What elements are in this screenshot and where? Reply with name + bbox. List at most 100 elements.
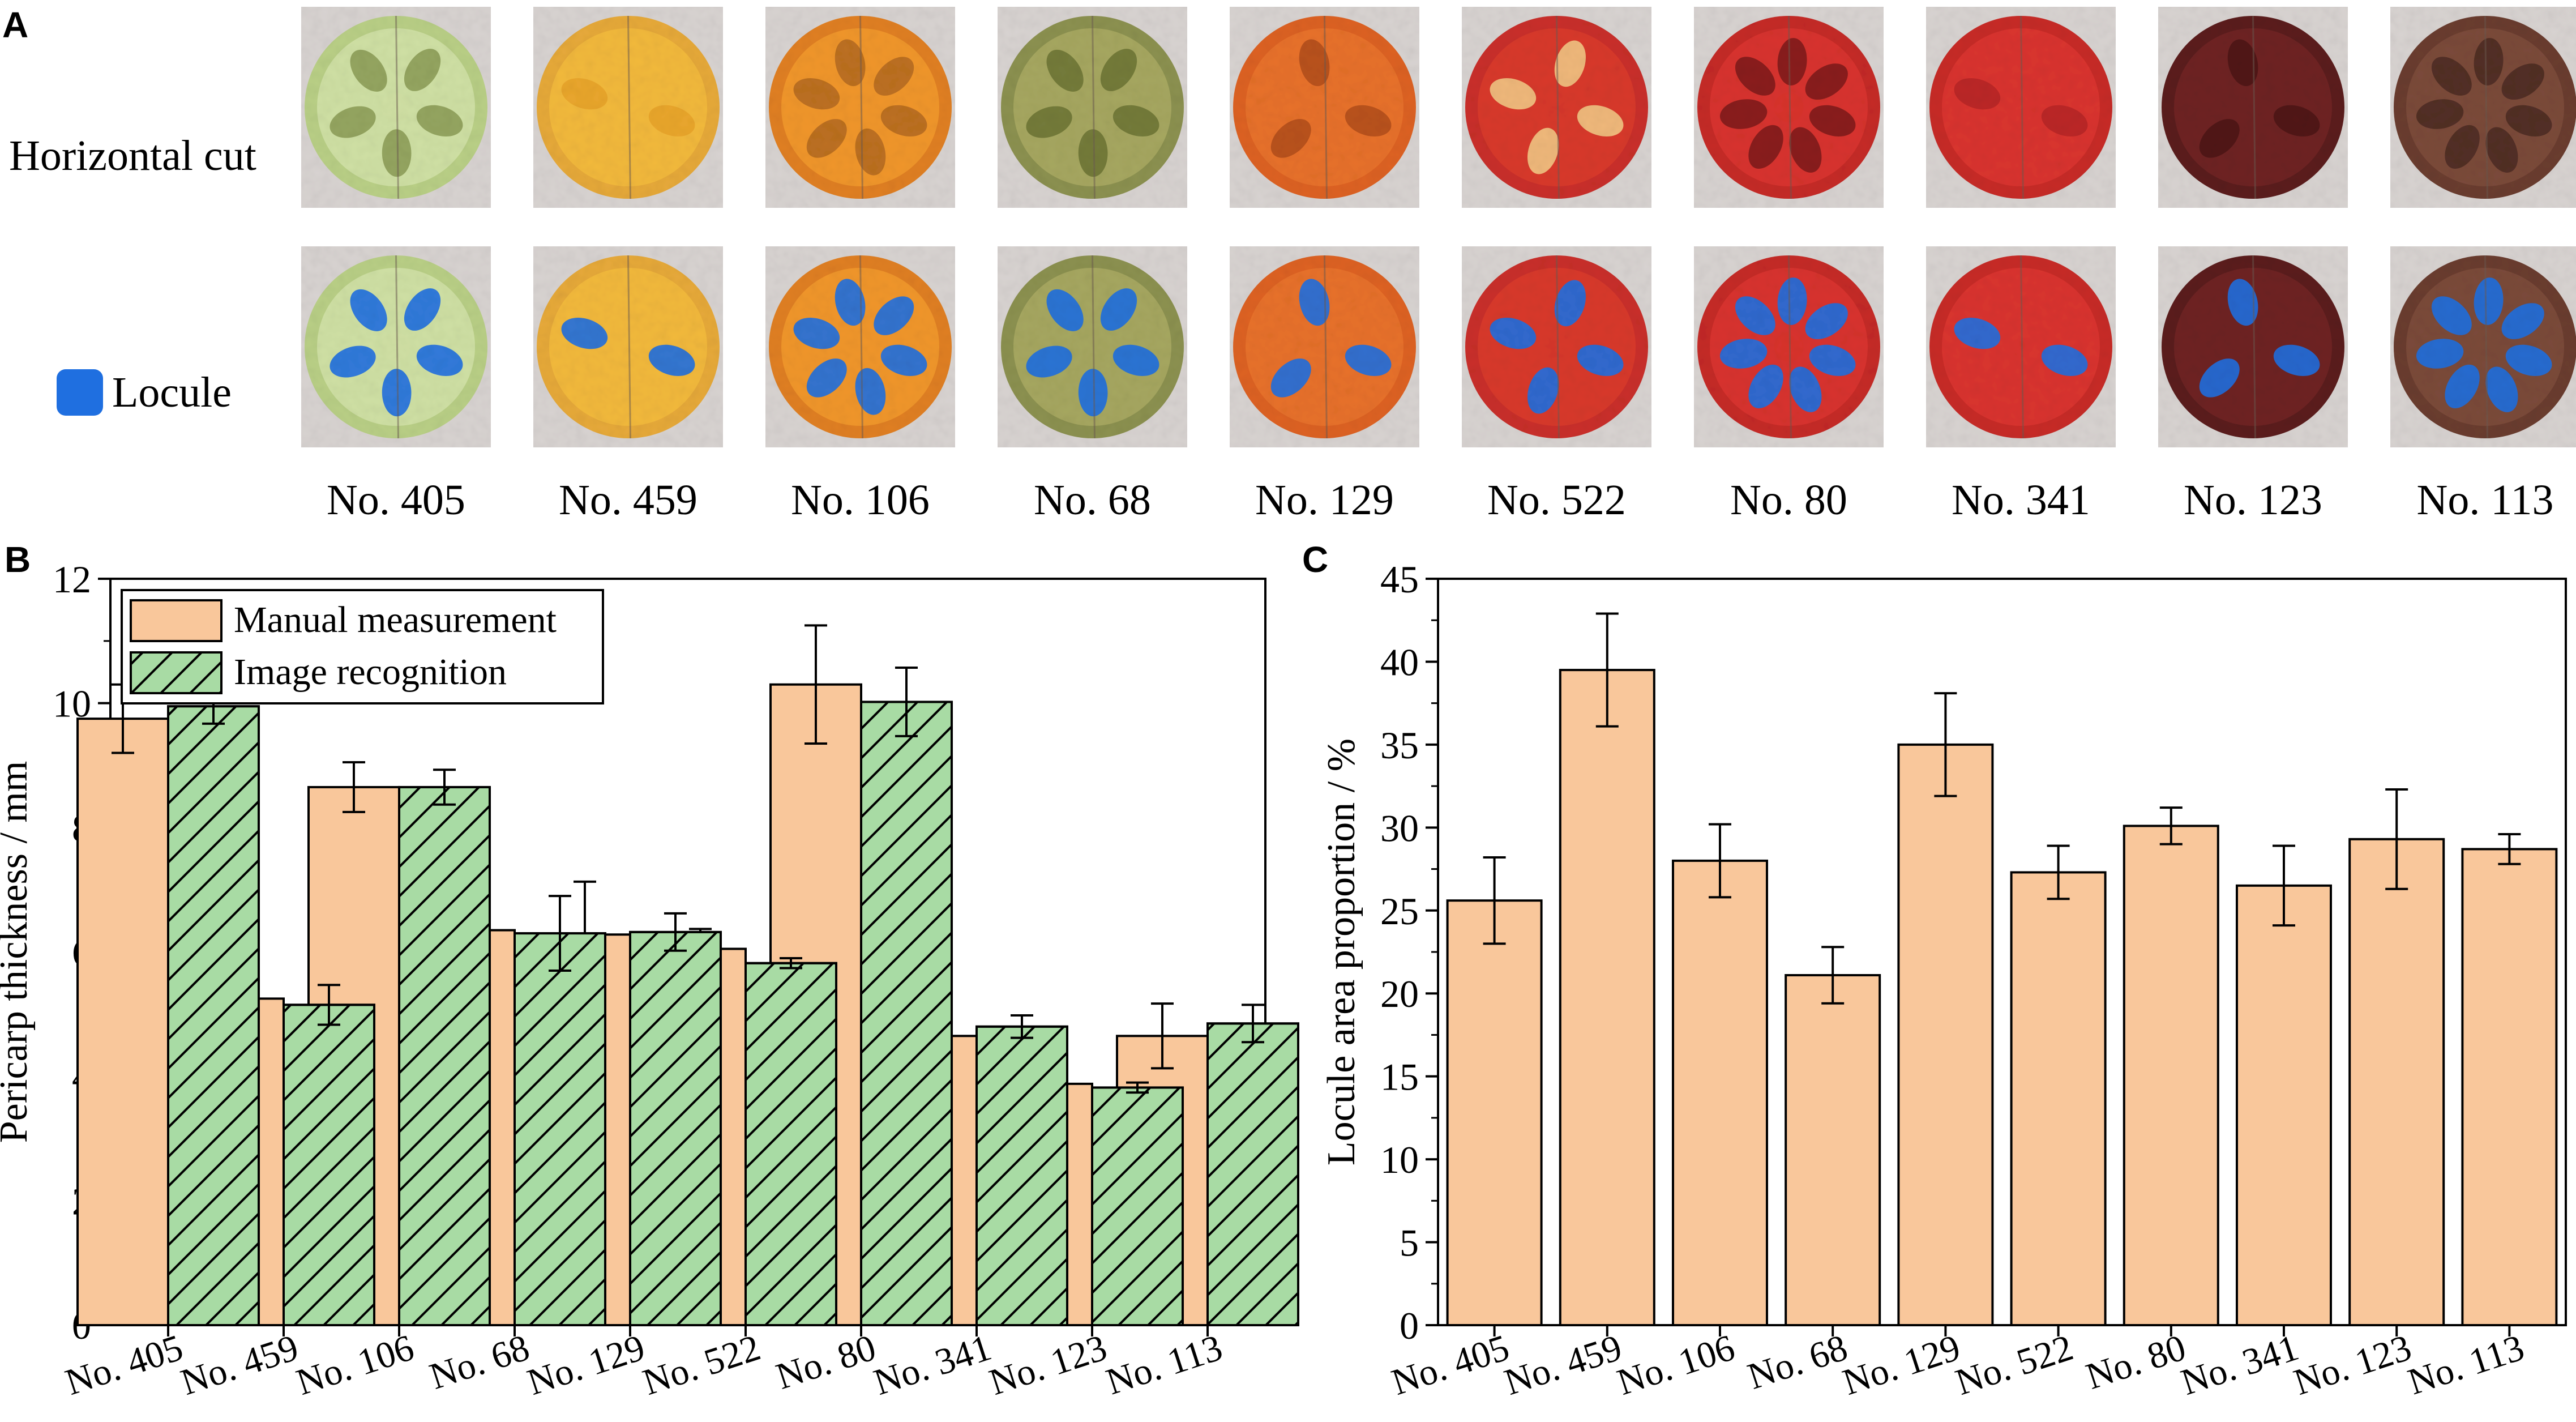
- cut-line: [1324, 15, 1328, 199]
- bar-hatch: [283, 1003, 375, 1326]
- tomato-core: [1077, 332, 1107, 362]
- bar-hatch: [514, 932, 606, 1327]
- locule-chamber: [2505, 105, 2552, 136]
- locule-chamber: [2416, 339, 2464, 369]
- locule-chamber: [1777, 38, 1807, 86]
- locule-chamber: [806, 119, 847, 158]
- locule-chamber: [648, 105, 695, 136]
- tomato-horizontal-cut: [2390, 7, 2576, 208]
- locule-chamber: [1954, 318, 2001, 349]
- y-tick-label: 5: [1400, 1222, 1419, 1265]
- x-tick-label: No. 459: [1500, 1327, 1627, 1403]
- locule-chamber: [2485, 366, 2518, 412]
- locule-chamber: [1490, 318, 1537, 349]
- locule-chamber: [1078, 129, 1108, 177]
- tomato-core: [1774, 92, 1804, 122]
- tomato-locule-overlay: [533, 246, 723, 447]
- y-tick-label: 25: [1380, 890, 1419, 933]
- locule-chamber: [1046, 49, 1084, 92]
- cut-line: [2484, 15, 2488, 199]
- bar: [1559, 669, 1655, 1326]
- x-tick-label: No. 341: [2176, 1327, 2304, 1403]
- cut-line: [1788, 255, 1792, 439]
- locule-chamber: [1490, 78, 1537, 110]
- locule-chamber: [2416, 99, 2464, 129]
- locule-chamber: [561, 78, 608, 110]
- locule-chamber: [1805, 63, 1848, 100]
- locule-chamber: [2445, 364, 2480, 408]
- cut-line: [1788, 15, 1792, 199]
- x-tick-label: No. 129: [523, 1327, 650, 1403]
- locule-chamber: [1954, 78, 2001, 110]
- locule-chamber: [1270, 358, 1311, 398]
- bar-hatch: [398, 785, 491, 1326]
- locule-chamber: [2505, 344, 2552, 376]
- tomato-core: [2470, 332, 2500, 362]
- sample-labels: No. 405 No. 459 No. 106 No. 68 No. 129 No. 52…: [327, 476, 2553, 524]
- bar-hatch: [1091, 1086, 1184, 1326]
- row-label-locule: Locule: [112, 369, 232, 416]
- legend-swatch-hatch: [130, 651, 222, 694]
- cut-line: [395, 255, 399, 439]
- x-tick-label: No. 80: [2081, 1327, 2190, 1398]
- locule-chamber: [1026, 106, 1072, 138]
- locule-chamber: [1577, 344, 1624, 376]
- locule-chamber: [1809, 344, 1856, 376]
- locule-chamber: [1554, 280, 1586, 327]
- legend-label: Manual measurement: [234, 599, 557, 640]
- x-tick-label: No. 123: [985, 1327, 1112, 1403]
- bar: [1897, 743, 1994, 1326]
- y-tick-label: 12: [53, 558, 91, 601]
- tomato-locule-overlay: [1462, 246, 1651, 447]
- x-tick-label: No. 68: [1743, 1327, 1852, 1398]
- cut-line: [859, 255, 863, 439]
- bar-hatch: [975, 1025, 1068, 1327]
- locule-chamber: [2445, 125, 2480, 169]
- locule-chamber: [2474, 38, 2504, 86]
- tomato-horizontal-cut: [765, 7, 955, 208]
- bar: [1785, 974, 1881, 1326]
- x-tick-label: No. 129: [1838, 1327, 1965, 1403]
- locule-chamber: [1527, 367, 1559, 414]
- bar: [2348, 838, 2445, 1326]
- tomato-locule-overlay: [1926, 246, 2116, 447]
- locule-chamber: [1735, 296, 1775, 335]
- locule-chamber: [404, 49, 441, 91]
- bar-hatch: [167, 705, 260, 1326]
- locule-chamber: [2273, 105, 2320, 136]
- locule-area-chart: 0 5 10 15 20 25 30 35 40 45 Locule area proportion…: [1320, 558, 2567, 1403]
- locule-chamber: [2474, 277, 2504, 325]
- tomato-horizontal-cut: [1230, 7, 1419, 208]
- x-tick-label: No. 106: [292, 1327, 419, 1403]
- bar-hatch: [744, 962, 837, 1326]
- tomato-core: [1310, 92, 1340, 122]
- locule-chamber: [1719, 99, 1768, 129]
- cut-line: [395, 15, 399, 199]
- y-tick-label: 30: [1380, 806, 1419, 849]
- tomato-core: [1542, 332, 1572, 362]
- sample-label: No. 459: [559, 476, 698, 524]
- tomato-locule-overlay: [1230, 246, 1419, 447]
- bar: [2461, 848, 2558, 1327]
- x-tick-label: No. 113: [2403, 1327, 2529, 1403]
- bar-hatch: [629, 930, 722, 1327]
- locule-chamber: [793, 318, 840, 349]
- bar-hatch: [1206, 1022, 1299, 1326]
- locule-chamber: [382, 129, 412, 177]
- x-tick-label: No. 123: [2289, 1327, 2416, 1403]
- locule-legend-swatch: [57, 369, 103, 416]
- row-label-horizontal-cut: Horizontal cut: [9, 132, 256, 180]
- tomato-core: [845, 332, 875, 362]
- sample-label: No. 68: [1034, 476, 1151, 524]
- bar-hatch: [860, 701, 953, 1326]
- panel-a-letter: A: [2, 5, 28, 45]
- locule-chamber: [1748, 364, 1783, 408]
- cut-line: [2252, 15, 2256, 199]
- tomato-horizontal-cut: [1462, 7, 1651, 208]
- x-tick-label: No. 113: [1101, 1327, 1227, 1403]
- locule-chamber: [330, 106, 376, 138]
- locule-chamber: [1100, 49, 1137, 91]
- tomato-core: [2238, 332, 2268, 362]
- locule-chamber: [1527, 127, 1559, 174]
- locule-chamber: [793, 78, 840, 110]
